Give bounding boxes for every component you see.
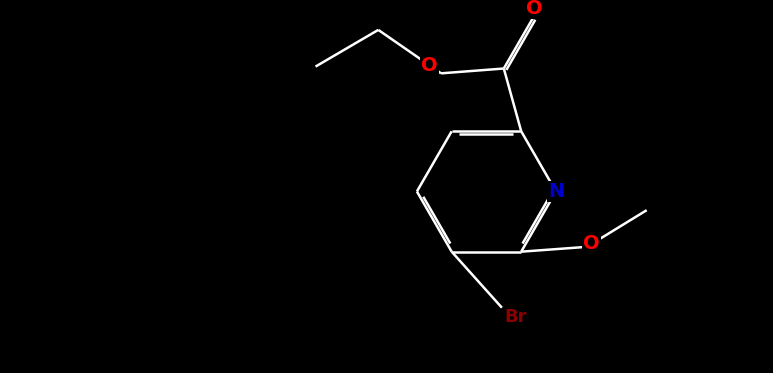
Text: Br: Br xyxy=(504,308,526,326)
Text: N: N xyxy=(548,182,564,201)
Text: O: O xyxy=(526,0,543,18)
Text: O: O xyxy=(584,235,600,254)
Text: O: O xyxy=(421,56,438,75)
